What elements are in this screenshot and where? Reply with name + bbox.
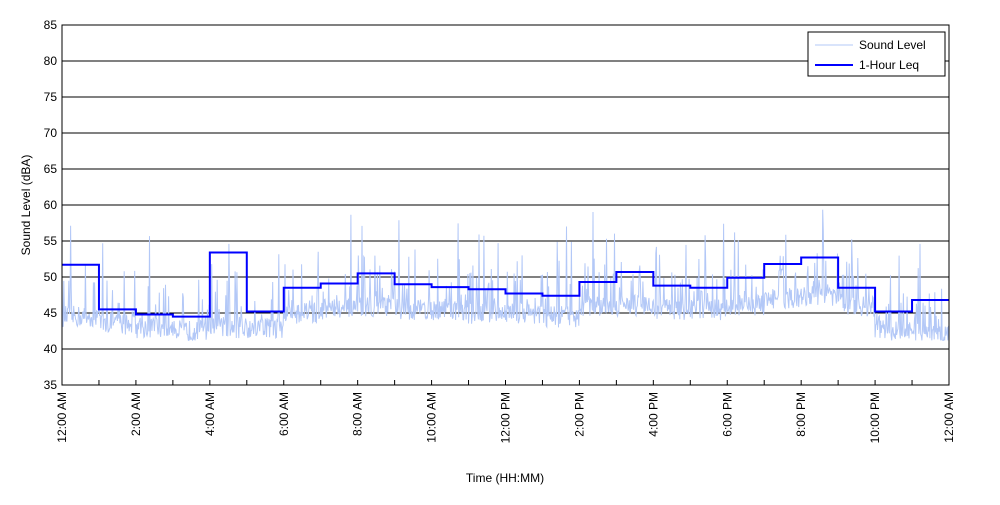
x-tick-label: 6:00 AM xyxy=(277,392,291,436)
legend-label-sound-level: Sound Level xyxy=(859,38,926,52)
y-axis: 35 40 45 50 55 60 65 70 75 80 85 xyxy=(44,18,58,392)
x-axis-label: Time (HH:MM) xyxy=(466,471,544,485)
x-tick-label: 10:00 AM xyxy=(425,392,439,443)
y-tick-label: 80 xyxy=(44,54,58,68)
leq-line xyxy=(62,251,949,318)
x-tick-label: 12:00 PM xyxy=(499,392,513,443)
x-tick-label: 6:00 PM xyxy=(720,392,734,437)
grid-lines xyxy=(62,60,949,350)
x-tick-label: 12:00 AM xyxy=(55,392,69,443)
y-tick-label: 70 xyxy=(44,126,58,140)
x-tick-label: 8:00 PM xyxy=(794,392,808,437)
y-tick-label: 65 xyxy=(44,162,58,176)
x-tick-label: 4:00 AM xyxy=(203,392,217,436)
x-tick-label: 2:00 AM xyxy=(129,392,143,436)
x-tick-label: 4:00 PM xyxy=(646,392,660,437)
y-tick-label: 60 xyxy=(44,198,58,212)
x-tick-label: 8:00 AM xyxy=(351,392,365,436)
y-tick-label: 50 xyxy=(44,270,58,284)
y-tick-label: 75 xyxy=(44,90,58,104)
sound-level-line xyxy=(61,209,949,342)
leq-step-line xyxy=(62,251,949,318)
sound-level-trace xyxy=(61,209,949,342)
y-tick-label: 45 xyxy=(44,306,58,320)
x-tick-label: 2:00 PM xyxy=(572,392,586,437)
legend: Sound Level 1-Hour Leq xyxy=(807,31,946,77)
y-tick-label: 40 xyxy=(44,342,58,356)
y-axis-label: Sound Level (dBA) xyxy=(19,155,33,256)
legend-label-leq: 1-Hour Leq xyxy=(859,58,919,72)
y-tick-label: 55 xyxy=(44,234,58,248)
legend-box xyxy=(807,31,946,77)
x-axis: 12:00 AM 2:00 AM 4:00 AM 6:00 AM 8:00 AM 10:0… xyxy=(55,380,956,443)
y-tick-label: 85 xyxy=(44,18,58,32)
y-tick-label: 35 xyxy=(44,378,58,392)
x-tick-label: 10:00 PM xyxy=(868,392,882,443)
x-tick-label: 12:00 AM xyxy=(942,392,956,443)
